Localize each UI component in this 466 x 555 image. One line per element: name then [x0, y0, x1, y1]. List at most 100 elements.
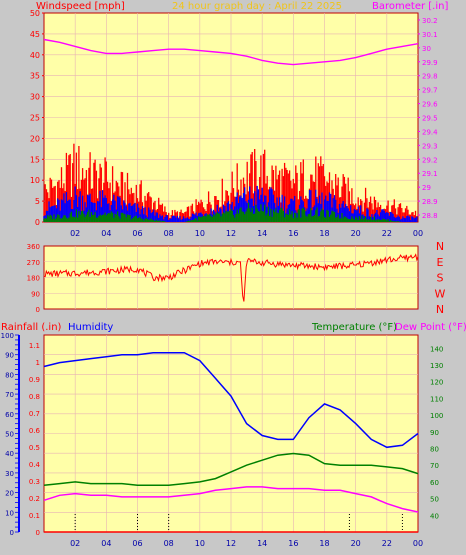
humidity-x-tick-label: 18 [319, 539, 329, 548]
compass-label-n: N [436, 303, 444, 316]
humidity-x-tick-label: 04 [101, 539, 111, 548]
wind-barometer-chart: 0 5 10 15 20 25 30 35 40 45 50 28.8 28.9 29 29.1 29.2 29… [30, 9, 438, 238]
humidity-tick-label: 10 [5, 509, 14, 517]
barometer-line [43, 38, 419, 66]
direction-tick-label: 360 [27, 243, 40, 251]
barometer-tick-label: 29.1 [422, 170, 438, 178]
rainfall-tick-label: 0.8 [29, 393, 40, 401]
windspeed-tick-label: 50 [30, 9, 40, 18]
compass-label-n: N [436, 240, 444, 253]
windspeed-tick-label: 45 [30, 30, 40, 39]
humidity-tick-label: 80 [5, 371, 14, 379]
humidity-tick-label: 40 [5, 450, 14, 458]
compass-label-e: E [437, 256, 444, 269]
barometer-tick-label: 29.3 [422, 142, 438, 150]
direction-tick-label: 180 [27, 275, 40, 283]
wind-x-tick-label: 06 [132, 229, 142, 238]
barometer-tick-label: 29.4 [422, 128, 438, 136]
barometer-tick-label: 29 [422, 184, 431, 192]
temperature-tick-label: 130 [430, 362, 443, 370]
wind-x-tick-label: 08 [164, 229, 174, 238]
rainfall-tick-label: 0 [36, 529, 40, 537]
temperature-tick-label: 70 [430, 462, 439, 470]
humidity-tick-label: 20 [5, 490, 14, 498]
temperature-line [43, 452, 419, 487]
rainfall-tick-label: 1 [36, 359, 40, 367]
humidity-x-tick-label: 02 [70, 539, 80, 548]
wind-x-tick-label: 22 [382, 229, 392, 238]
direction-tick-label: 270 [27, 259, 40, 267]
barometer-tick-label: 28.8 [422, 212, 438, 220]
humidity-tick-label: 60 [5, 411, 14, 419]
humidity-tick-label: 90 [5, 352, 14, 360]
humidity-x-tick-label: 14 [257, 539, 267, 548]
dew-point-line [43, 486, 419, 513]
wind-x-tick-label: 04 [101, 229, 111, 238]
temperature-tick-label: 90 [430, 429, 439, 437]
rainfall-tick-label: 0.1 [29, 512, 40, 520]
chart-title: 24 hour graph day : April 22 2025 [172, 1, 342, 12]
humidity-x-tick-label: 22 [382, 539, 392, 548]
wind-x-tick-label: 12 [226, 229, 236, 238]
wind-x-tick-label: 14 [257, 229, 267, 238]
barometer-tick-label: 29.2 [422, 156, 438, 164]
barometer-tick-label: 28.9 [422, 198, 438, 206]
humidity-tick-label: 50 [5, 431, 14, 439]
compass-label-w: W [435, 287, 446, 300]
direction-tick-label: 0 [36, 306, 40, 314]
temperature-tick-label: 80 [430, 446, 439, 454]
wind-x-tick-label: 18 [319, 229, 329, 238]
wind-x-tick-label: 00 [413, 229, 423, 238]
barometer-tick-label: 30.1 [422, 31, 438, 39]
rainfall-tick-label: 1.1 [29, 342, 40, 350]
windspeed-tick-label: 30 [30, 93, 40, 102]
windspeed-tick-label: 40 [30, 51, 40, 60]
temperature-tick-label: 120 [430, 379, 443, 387]
temperature-tick-label: 140 [430, 345, 443, 353]
temperature-tick-label: 50 [430, 496, 439, 504]
windspeed-tick-label: 25 [30, 114, 40, 123]
windspeed-tick-label: 20 [30, 134, 40, 143]
compass-label-s: S [437, 272, 444, 285]
humidity-tick-label: 0 [10, 529, 14, 537]
humidity-line [43, 351, 419, 449]
rainfall-axis-label: Rainfall (.in) [1, 322, 62, 333]
rainfall-tick-label: 0.4 [29, 461, 41, 469]
barometer-tick-label: 30.2 [422, 17, 438, 25]
windspeed-tick-label: 0 [35, 218, 40, 227]
windspeed-tick-label: 15 [30, 155, 40, 164]
rainfall-tick-label: 0.2 [29, 495, 40, 503]
humidity-tick-label: 30 [5, 470, 14, 478]
barometer-tick-label: 29.9 [422, 59, 438, 67]
wind-x-tick-label: 16 [288, 229, 298, 238]
direction-tick-label: 90 [31, 290, 40, 298]
wind-band-low [43, 202, 402, 222]
windspeed-tick-label: 10 [30, 176, 40, 185]
humidity-x-tick-label: 10 [195, 539, 205, 548]
rainfall-tick-label: 0.6 [29, 427, 41, 435]
humidity-x-tick-label: 12 [226, 539, 236, 548]
barometer-tick-label: 29.8 [422, 73, 438, 81]
humidity-x-tick-label: 00 [413, 539, 423, 548]
temperature-tick-label: 110 [430, 395, 443, 403]
barometer-axis-label: Barometer [.in] [372, 1, 448, 12]
humidity-x-tick-label: 08 [164, 539, 174, 548]
humidity-tick-label: 70 [5, 391, 14, 399]
humidity-tick-label: 100 [1, 332, 14, 340]
barometer-tick-label: 29.6 [422, 101, 438, 109]
humidity-x-tick-label: 16 [288, 539, 298, 548]
wind-x-tick-label: 02 [70, 229, 80, 238]
windspeed-tick-label: 35 [30, 72, 40, 81]
wind-direction-line [43, 253, 419, 302]
rainfall-tick-label: 0.3 [29, 478, 40, 486]
rainfall-tick-label: 0.7 [29, 410, 40, 418]
temperature-tick-label: 40 [430, 512, 439, 520]
windspeed-tick-label: 5 [35, 197, 40, 206]
humidity-temperature-chart: 010203040506070809010000.10.20.30.40.50.… [1, 332, 444, 548]
barometer-tick-label: 29.7 [422, 87, 438, 95]
wind-x-tick-label: 10 [195, 229, 205, 238]
barometer-tick-label: 30 [422, 45, 431, 53]
temperature-axis-label: Temperature (°F) [311, 322, 397, 333]
